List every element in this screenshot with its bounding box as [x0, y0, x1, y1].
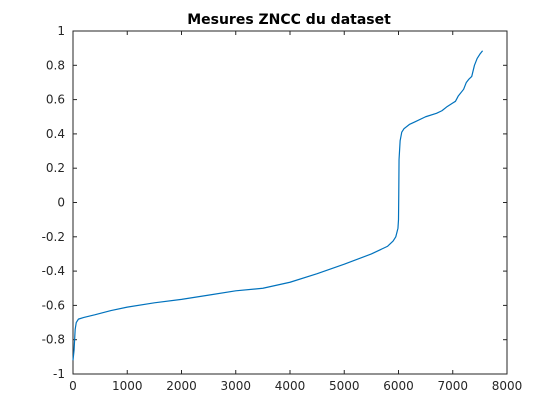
y-tick-label: 0.8	[46, 58, 65, 72]
chart-title: Mesures ZNCC du dataset	[187, 12, 391, 28]
y-tick-label: 0.2	[46, 161, 65, 175]
y-tick-label: -0.6	[42, 298, 65, 312]
y-tick-label: 0	[57, 196, 65, 210]
x-tick-label: 2000	[166, 379, 197, 393]
y-tick-label: -0.2	[42, 230, 65, 244]
axes: 0 1000 2000 3000 4000 5000 6000 7000 8000 -1 -0.8 -…	[42, 24, 523, 393]
x-tick-label: 8000	[492, 379, 523, 393]
series-layer	[72, 50, 484, 361]
plot-frame	[72, 30, 508, 375]
x-tick-label: 7000	[437, 379, 468, 393]
y-tick-label: 0.6	[46, 93, 65, 107]
x-tick-label: 1000	[112, 379, 143, 393]
y-tick-label: -1	[53, 367, 65, 381]
x-tick-label: 6000	[383, 379, 414, 393]
x-tick-label: 4000	[275, 379, 306, 393]
x-tick-label: 0	[69, 379, 77, 393]
series-line-zncc	[72, 50, 484, 361]
y-tick-label: 0.4	[46, 127, 65, 141]
y-tick-label: -0.4	[42, 264, 65, 278]
x-tick-label: 3000	[220, 379, 251, 393]
x-tick-label: 5000	[329, 379, 360, 393]
y-tick-label: 1	[57, 24, 65, 38]
y-tick-label: -0.8	[42, 333, 65, 347]
